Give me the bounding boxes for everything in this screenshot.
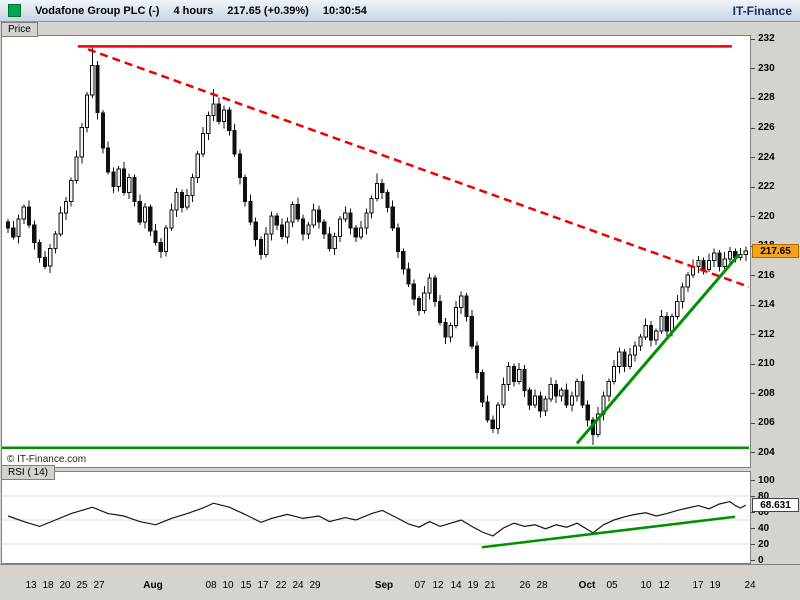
x-axis-label: 14 <box>450 580 462 591</box>
price-axis-label: 228 <box>758 92 775 104</box>
x-axis-label: 20 <box>59 580 71 591</box>
brand-logo: IT-Finance <box>732 3 792 18</box>
x-axis-label: 19 <box>467 580 479 591</box>
x-axis-label: 24 <box>292 580 304 591</box>
x-axis-label: 22 <box>275 580 287 591</box>
axis-tick <box>751 275 755 277</box>
x-axis-label: 05 <box>606 580 618 591</box>
rsi-chart-panel[interactable] <box>1 471 751 564</box>
candles <box>5 44 748 445</box>
axis-tick <box>751 480 755 481</box>
axis-tick <box>751 304 755 306</box>
tab-rsi[interactable]: RSI ( 14) <box>1 465 56 480</box>
downtrend-line[interactable] <box>87 48 750 289</box>
axis-tick <box>751 452 755 454</box>
x-axis-label: 13 <box>25 580 37 591</box>
price-axis-label: 230 <box>758 62 775 74</box>
price-axis-label: 214 <box>758 299 775 311</box>
axis-tick <box>751 528 755 529</box>
x-axis-label: 12 <box>432 580 444 591</box>
copyright-watermark: © IT-Finance.com <box>7 454 87 465</box>
x-axis-label: 29 <box>309 580 321 591</box>
price-axis-label: 220 <box>758 210 775 222</box>
rsi-axis-label: 80 <box>758 490 770 502</box>
last-price-change-label: 217.65 (+0.39%) <box>227 4 309 17</box>
price-axis-label: 224 <box>758 151 775 163</box>
x-axis-label: 10 <box>640 580 652 591</box>
x-axis-label: 18 <box>42 580 54 591</box>
x-axis-label: 10 <box>222 580 234 591</box>
axis-tick <box>751 560 755 561</box>
price-axis-label: 212 <box>758 328 775 340</box>
x-axis-month-label: Aug <box>143 580 163 591</box>
x-axis-month-label: Sep <box>374 580 394 591</box>
rsi-axis-label: 40 <box>758 522 770 534</box>
rsi-axis-label: 100 <box>758 474 775 486</box>
rsi-trendline[interactable] <box>481 515 736 549</box>
x-axis-label: 17 <box>692 580 704 591</box>
x-axis-label: 19 <box>709 580 721 591</box>
axis-tick <box>751 393 755 395</box>
axis-tick <box>751 496 755 497</box>
axis-tick <box>751 38 755 40</box>
instrument-name: Vodafone Group PLC (-) <box>35 4 160 17</box>
instrument-status-icon <box>8 4 21 17</box>
tab-price[interactable]: Price <box>1 22 38 37</box>
axis-tick <box>751 512 755 513</box>
last-price-badge: 217.65 <box>752 243 799 258</box>
axis-tick <box>751 216 755 218</box>
uptrend-line[interactable] <box>575 253 741 445</box>
price-axis-label: 204 <box>758 446 775 458</box>
x-axis-label: 21 <box>484 580 496 591</box>
axis-tick <box>751 97 755 99</box>
x-axis-label: 26 <box>519 580 531 591</box>
time-axis[interactable]: 13 18 20 25 27 Aug 08 10 15 17 22 24 29 Sep 07 12 14 19 21… <box>0 564 800 600</box>
price-axis-label: 222 <box>758 181 775 193</box>
axis-tick <box>751 127 755 129</box>
x-axis-label: 12 <box>658 580 670 591</box>
x-axis-label: 27 <box>93 580 105 591</box>
x-axis-label: 28 <box>536 580 548 591</box>
timeframe-label: 4 hours <box>173 4 214 17</box>
axis-tick <box>751 157 755 159</box>
rsi-axis-label: 0 <box>758 554 764 566</box>
price-chart[interactable] <box>2 36 750 467</box>
price-axis[interactable]: 217.65 68.631 23223022822622422222021821… <box>751 22 800 600</box>
rsi-chart[interactable] <box>2 472 750 563</box>
title-bar: Vodafone Group PLC (-) 4 hours 217.65 (+… <box>0 0 800 22</box>
price-axis-label: 216 <box>758 269 775 281</box>
x-axis-label: 17 <box>257 580 269 591</box>
axis-tick <box>751 334 755 336</box>
rsi-value-badge: 68.631 <box>752 498 799 513</box>
axis-tick <box>751 186 755 188</box>
axis-tick <box>751 68 755 70</box>
price-axis-label: 232 <box>758 33 775 45</box>
price-axis-label: 206 <box>758 417 775 429</box>
rsi-axis-label: 20 <box>758 538 770 550</box>
x-axis-label: 25 <box>76 580 88 591</box>
x-axis-month-label: Oct <box>578 580 596 591</box>
x-axis-label: 08 <box>205 580 217 591</box>
price-axis-label: 210 <box>758 358 775 370</box>
axis-tick <box>751 363 755 365</box>
axis-tick <box>751 422 755 424</box>
x-axis-label: 15 <box>240 580 252 591</box>
price-axis-label: 226 <box>758 122 775 133</box>
price-chart-panel[interactable]: © IT-Finance.com <box>1 35 751 468</box>
rsi-line <box>7 500 747 537</box>
x-axis-label: 24 <box>744 580 756 591</box>
price-axis-label: 208 <box>758 387 775 399</box>
clock-label: 10:30:54 <box>322 4 367 17</box>
axis-tick <box>751 544 755 545</box>
x-axis-label: 07 <box>414 580 426 591</box>
